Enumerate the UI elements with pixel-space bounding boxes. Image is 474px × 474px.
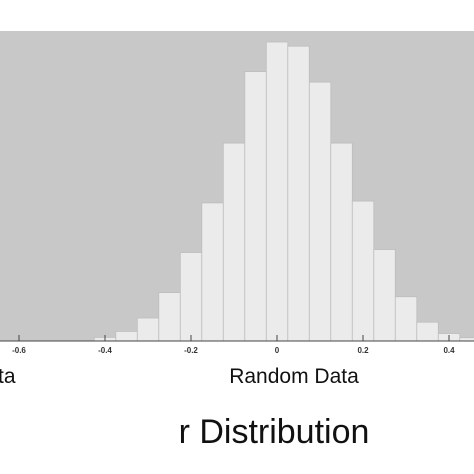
histogram-bar [244,71,267,341]
x-tick-label: -0.6 [12,346,26,355]
histogram-bar [115,330,138,341]
histogram-bar [416,321,439,341]
x-axis-label: Random Data [229,365,359,388]
histogram-bar [373,249,396,341]
histogram-bar [158,292,181,341]
histogram-bar [330,142,353,341]
histogram-bar [179,252,203,341]
x-tick-label: -0.4 [98,346,112,355]
chart-title: r Distribution [179,413,370,451]
histogram-bar [201,202,224,341]
histogram-bar [459,337,474,341]
histogram-bar [308,81,332,341]
histogram-bar [287,45,310,341]
left-axis-label-fragment: ta [0,365,16,388]
histogram-bar [394,296,418,341]
x-tick-label: 0.4 [443,346,455,355]
x-tick-label: -0.2 [184,346,198,355]
histogram-bar [136,317,160,341]
x-tick-label: 0 [275,346,280,355]
histogram-bar [222,142,246,341]
x-tick-label: 0.2 [357,346,369,355]
histogram-bar [351,200,375,341]
histogram-bar [265,41,289,341]
